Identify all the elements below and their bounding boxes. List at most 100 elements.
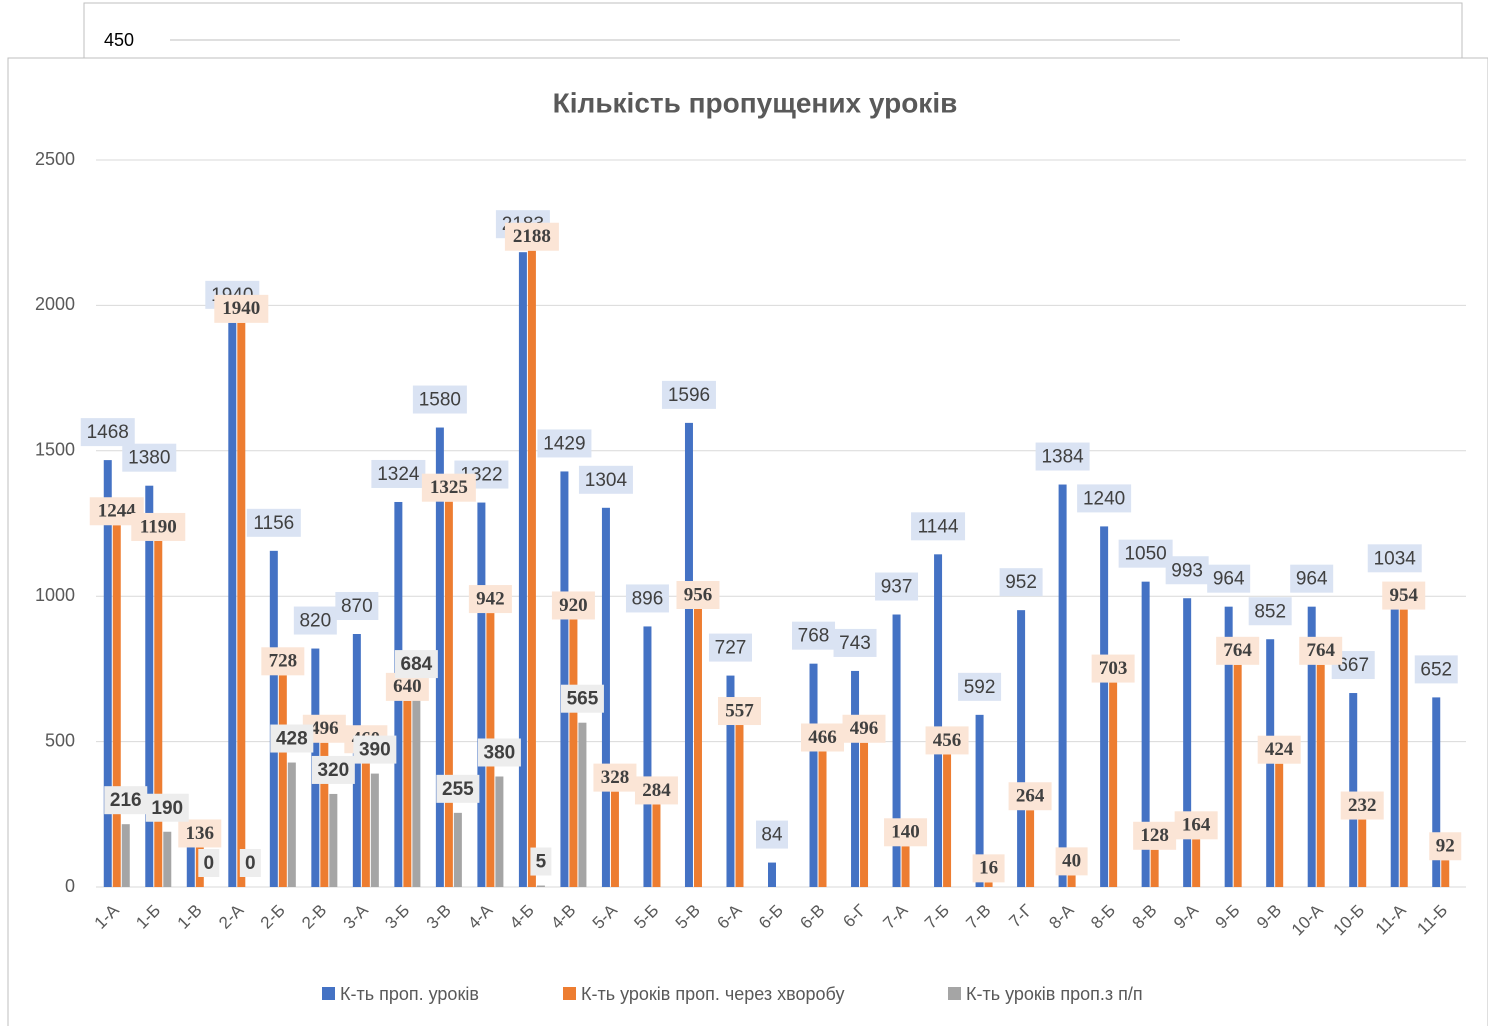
bar <box>186 846 195 887</box>
bar <box>518 252 527 887</box>
data-label: 592 <box>964 677 996 698</box>
data-label: 727 <box>715 638 747 659</box>
bar <box>610 791 619 887</box>
partial-frame <box>83 2 1463 64</box>
data-label: 1468 <box>87 422 129 443</box>
bar <box>1141 581 1150 887</box>
data-label-bg <box>122 443 177 472</box>
data-label-bg <box>560 684 604 713</box>
bar <box>237 322 246 887</box>
legend-label: К-ть уроків проп. через хворобу <box>581 984 844 1004</box>
data-label-bg <box>717 697 761 726</box>
data-label-bg <box>436 774 480 803</box>
y-tick-label: 1000 <box>35 585 75 605</box>
data-label-bg <box>1035 442 1090 471</box>
data-label: 232 <box>1348 795 1377 816</box>
data-label: 942 <box>476 588 505 609</box>
data-label: 284 <box>642 780 671 801</box>
data-label: 216 <box>110 790 142 811</box>
bar <box>768 862 776 887</box>
bar <box>329 793 338 887</box>
legend-label: К-ть проп. уроків <box>340 984 479 1004</box>
data-label-bg <box>198 849 220 877</box>
data-label: 1050 <box>1124 544 1166 565</box>
data-label-bg <box>239 849 261 877</box>
data-label: 1304 <box>585 470 628 491</box>
bar <box>435 427 444 887</box>
data-label: 1324 <box>377 464 420 485</box>
data-label: 993 <box>1171 560 1203 581</box>
bar <box>892 614 901 887</box>
bar <box>121 824 130 887</box>
bar <box>320 742 329 887</box>
data-label-bg <box>958 672 1002 701</box>
bar <box>726 675 735 887</box>
data-label-bg <box>1429 832 1462 861</box>
bar <box>943 754 952 887</box>
data-label: 320 <box>317 760 349 781</box>
data-label: 1325 <box>430 477 468 498</box>
bar <box>569 619 578 887</box>
bar <box>578 722 587 887</box>
data-label: 1190 <box>140 516 177 537</box>
bar <box>412 688 421 887</box>
data-label-bg <box>1174 811 1218 840</box>
bar <box>1349 693 1358 887</box>
bar <box>1441 860 1450 887</box>
data-label: 768 <box>798 626 830 647</box>
data-label: 820 <box>299 611 331 632</box>
bar <box>1192 839 1201 887</box>
bar <box>1058 484 1067 887</box>
bar <box>693 608 702 887</box>
data-label: 764 <box>1306 640 1335 661</box>
data-label: 964 <box>1213 569 1245 590</box>
data-label: 496 <box>310 718 339 739</box>
bar <box>1109 682 1118 887</box>
data-label: 1240 <box>1083 488 1125 509</box>
data-label-bg <box>537 429 592 458</box>
data-label: 1384 <box>1041 447 1084 468</box>
bar <box>1233 664 1242 887</box>
data-label-bg <box>145 793 189 822</box>
data-label-bg <box>1367 544 1422 573</box>
data-label-bg <box>1077 484 1132 513</box>
data-label-bg <box>477 738 521 767</box>
bar <box>477 502 486 887</box>
bar <box>278 675 287 887</box>
bar <box>984 882 993 887</box>
y-tick-label: 0 <box>65 876 75 896</box>
data-label: 1034 <box>1374 548 1417 569</box>
data-label-bg <box>1091 654 1135 683</box>
bar <box>370 773 379 887</box>
data-label: 328 <box>601 767 630 788</box>
bar <box>934 554 943 887</box>
bar <box>495 776 504 887</box>
bar <box>643 626 652 887</box>
data-label-bg <box>1008 782 1052 811</box>
data-label: 5 <box>536 852 547 873</box>
data-label-bg <box>80 418 135 447</box>
data-label: 190 <box>151 798 183 819</box>
data-label: 764 <box>1223 640 1252 661</box>
bar <box>1067 875 1076 887</box>
y-tick-label: 500 <box>45 730 75 750</box>
data-label-bg <box>104 786 148 815</box>
data-label: 92 <box>1436 836 1455 857</box>
data-label: 1940 <box>222 298 260 319</box>
bar <box>735 725 744 887</box>
bar <box>536 885 545 887</box>
data-label-bg <box>246 508 301 537</box>
y-tick-label: 2500 <box>35 149 75 169</box>
data-label: 703 <box>1099 658 1128 679</box>
data-label: 557 <box>725 700 754 721</box>
data-label-bg <box>353 735 397 764</box>
bar <box>103 460 112 887</box>
bar <box>112 525 121 887</box>
data-label-bg <box>551 591 595 620</box>
bar <box>228 322 237 887</box>
data-label: 390 <box>359 740 391 761</box>
bar <box>901 846 910 887</box>
data-label-bg <box>999 568 1043 597</box>
data-label: 164 <box>1182 815 1211 836</box>
bar <box>1017 610 1026 887</box>
